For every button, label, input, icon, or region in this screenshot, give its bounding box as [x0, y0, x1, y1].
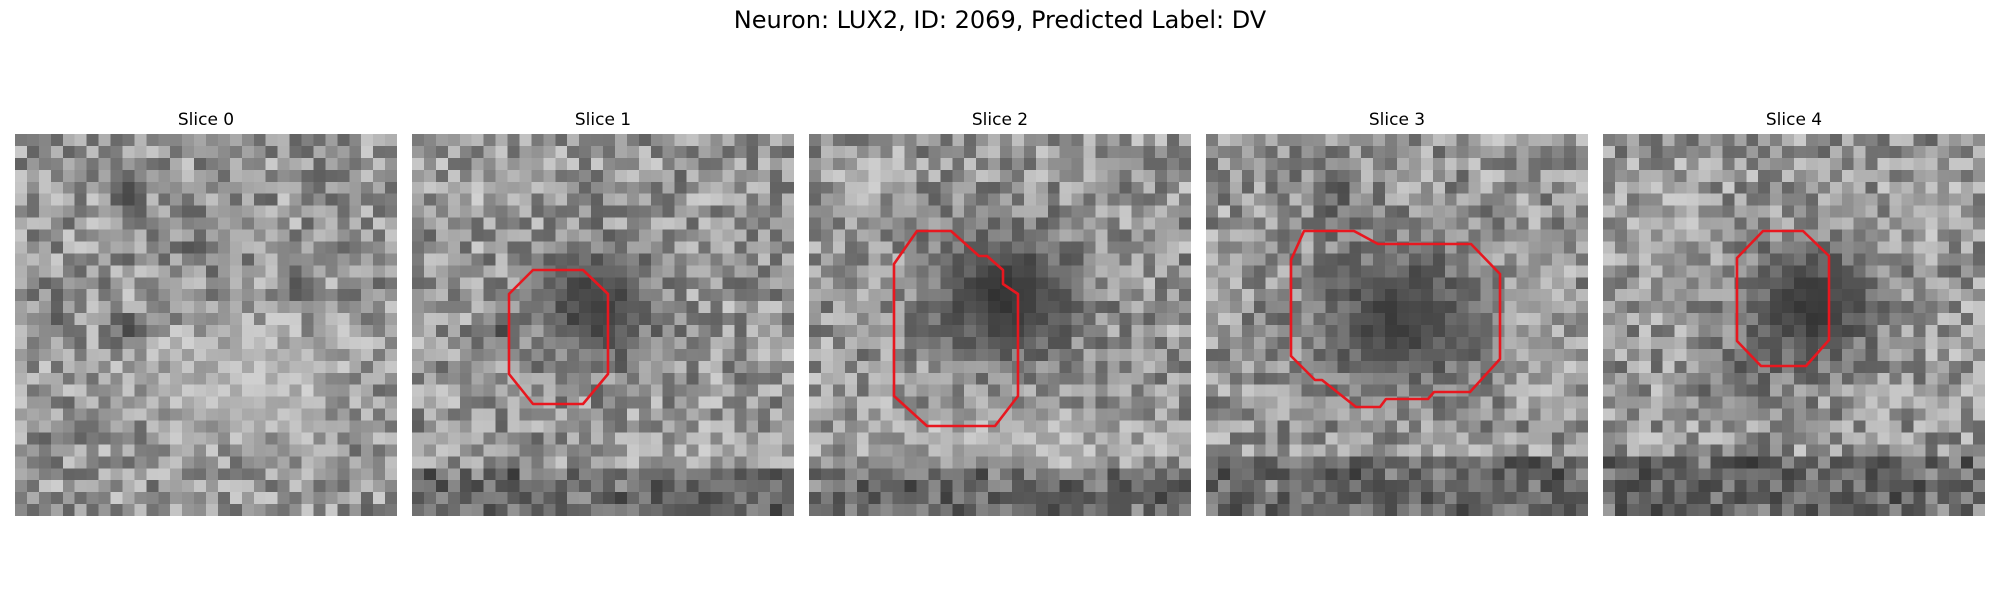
figure-title: Neuron: LUX2, ID: 2069, Predicted Label:… — [733, 6, 1267, 34]
slice-title-3: Slice 3 — [1368, 110, 1426, 130]
roi-contour-3 — [1289, 229, 1502, 409]
slice-title-1: Slice 1 — [574, 110, 632, 130]
slice-panel-3 — [1206, 134, 1588, 516]
slice-panel-2 — [809, 134, 1191, 516]
slice-image-4 — [1603, 134, 1985, 516]
slice-panel-4 — [1603, 134, 1985, 516]
slice-title-2: Slice 2 — [971, 110, 1029, 130]
slice-image-3 — [1206, 134, 1588, 516]
slice-image-1 — [412, 134, 794, 516]
roi-contour-1 — [507, 268, 610, 406]
roi-contour-2 — [892, 229, 1020, 428]
slice-panel-0 — [15, 134, 397, 516]
slice-image-2 — [809, 134, 1191, 516]
slice-panel-1 — [412, 134, 794, 516]
roi-contour-4 — [1735, 229, 1831, 368]
slice-title-0: Slice 0 — [177, 110, 235, 130]
slice-title-4: Slice 4 — [1765, 110, 1823, 130]
slice-image-0 — [15, 134, 397, 516]
